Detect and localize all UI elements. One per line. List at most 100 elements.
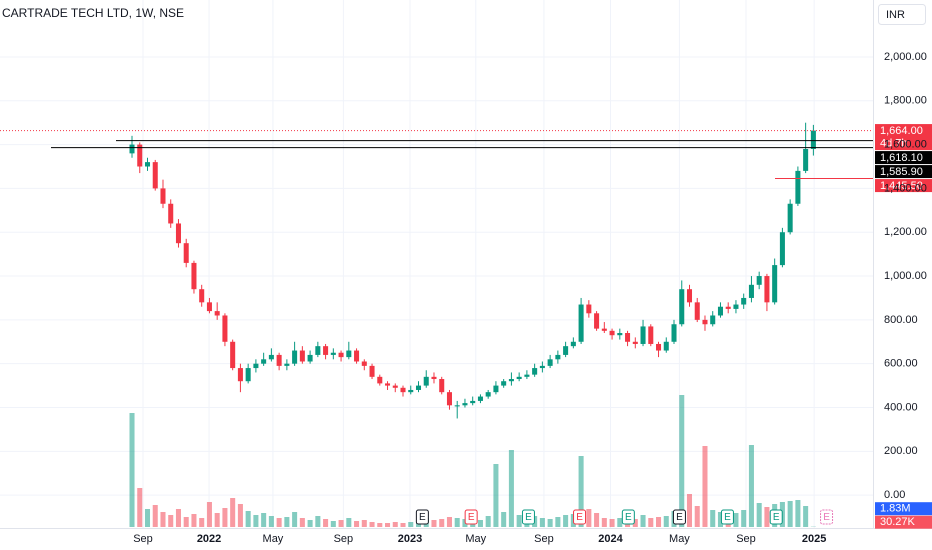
x-tick-label: May [669, 533, 690, 545]
candle-body [292, 350, 298, 364]
candle-body [160, 188, 166, 204]
candle-body [733, 304, 739, 309]
volume-bar [803, 506, 809, 527]
candle-body [137, 144, 143, 167]
volume-bar [191, 514, 197, 527]
candle-body [385, 383, 391, 386]
candle-body [276, 354, 282, 366]
currency-box[interactable] [878, 4, 926, 25]
y-tick-label: 1,000.00 [884, 270, 927, 282]
candle-body [524, 374, 530, 377]
earnings-marker [621, 509, 635, 525]
volume-bar [578, 456, 584, 527]
y-tick-label: 1,600.00 [884, 139, 927, 151]
volume-bar [160, 512, 166, 527]
volume-bar [563, 515, 569, 527]
volume-bar [795, 500, 801, 527]
candle-body [563, 346, 569, 355]
x-tick-label: Sep [736, 533, 756, 545]
candle-body [725, 306, 731, 309]
candle-body [183, 243, 189, 263]
chart-title: CARTRADE TECH LTD, 1W, NSE [2, 6, 184, 20]
earnings-marker [672, 509, 686, 525]
volume-bar [152, 505, 158, 527]
candle-body [439, 379, 445, 393]
volume-bar [330, 521, 336, 527]
volume-bar [385, 523, 391, 527]
price-label-box [875, 124, 932, 151]
volume-bar [400, 523, 406, 527]
candle-body [741, 297, 747, 305]
candle-body [493, 385, 499, 393]
volume-bar [253, 515, 259, 527]
volume-bar [206, 502, 212, 527]
volume-bar [539, 518, 545, 527]
volume-bar [710, 510, 716, 527]
countdown: 4d 7h [880, 137, 908, 149]
candle-body [152, 162, 158, 189]
candle-body [377, 376, 383, 384]
candle-body [485, 392, 491, 397]
candle-body [206, 302, 212, 312]
earnings-label: E [724, 512, 731, 523]
candle-body [640, 326, 646, 344]
volume-bar [656, 517, 662, 527]
volume-bar [439, 519, 445, 527]
candle-body [400, 387, 406, 393]
earnings-label: E [525, 512, 532, 523]
y-tick-label: 1,400.00 [884, 182, 927, 194]
candle-body [346, 350, 352, 358]
x-tick-label: Sep [334, 533, 354, 545]
grid [0, 0, 873, 528]
volume-ma-label: 1.83M [880, 503, 911, 515]
candle-body [253, 363, 259, 369]
volume-bar [214, 513, 220, 527]
volume-bar [338, 520, 344, 527]
candles [129, 122, 816, 419]
candle-body [632, 341, 638, 344]
price-label-box [875, 151, 932, 165]
candle-body [307, 354, 313, 362]
volume-bar [555, 517, 561, 527]
candle-body [268, 354, 274, 360]
candle-body [625, 333, 631, 342]
volume-bar [609, 519, 615, 527]
volume-bar [307, 520, 313, 527]
candle-body [470, 400, 476, 404]
candle-body [578, 304, 584, 342]
earnings-label: E [773, 512, 780, 523]
volume-bar [516, 515, 522, 527]
y-tick-label: 400.00 [884, 401, 918, 413]
x-tick-label: May [465, 533, 486, 545]
volume-bar [261, 513, 267, 527]
candle-body [354, 350, 360, 362]
y-tick-label: 2,000.00 [884, 51, 927, 63]
volume-bar [408, 522, 414, 527]
candle-body [129, 144, 135, 154]
candle-body [609, 330, 615, 336]
currency[interactable]: INR [886, 9, 905, 21]
volume-bar [756, 503, 762, 527]
volume-bar [501, 512, 507, 527]
price-label: 1,664.00 [880, 125, 923, 137]
candle-body [694, 302, 700, 320]
candle-body [191, 262, 197, 290]
volume-bar [632, 519, 638, 527]
candle-body [671, 324, 677, 342]
volume-bar [454, 518, 460, 527]
candle-body [446, 392, 452, 406]
volume-bar [354, 521, 360, 527]
candle-body [168, 203, 174, 224]
volume-bar [663, 516, 669, 527]
candle-body [656, 343, 662, 351]
volume-bar [617, 518, 623, 527]
volume-bar [686, 494, 693, 527]
candle-body [532, 368, 538, 375]
candle-body [648, 326, 654, 344]
candle-body [501, 381, 507, 386]
volume-bar [144, 509, 151, 527]
volume-bar [245, 511, 251, 527]
candle-body [601, 328, 607, 331]
